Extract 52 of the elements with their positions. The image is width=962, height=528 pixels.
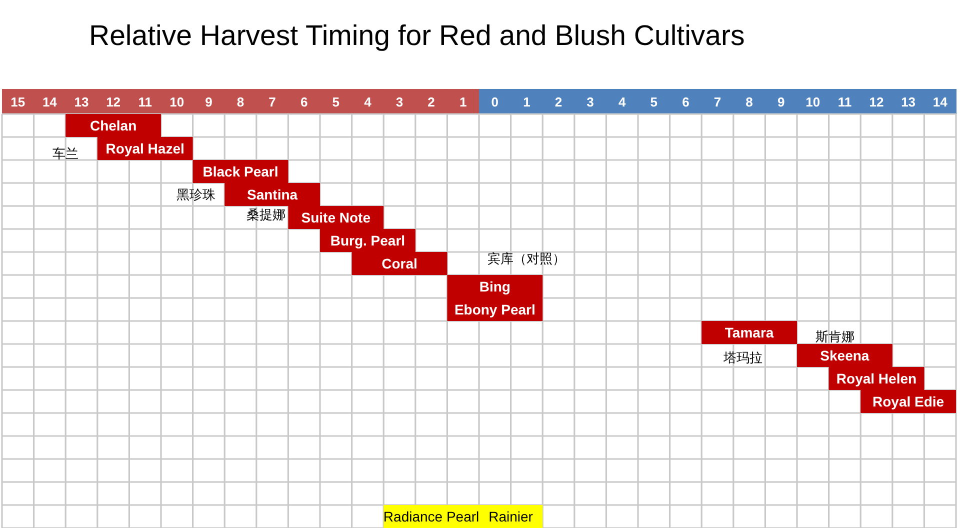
- x-tick-label: 5: [650, 94, 658, 110]
- x-tick-label: 1: [523, 94, 530, 110]
- x-tick-label: 13: [901, 94, 916, 110]
- x-tick-label: 9: [205, 94, 212, 110]
- y-tick-label: Royal Helen: [836, 370, 917, 386]
- x-tick-label: 2: [554, 94, 562, 110]
- x-tick-label: 3: [396, 94, 404, 110]
- x-tick-label: 1: [459, 94, 467, 110]
- x-tick-label: 5: [332, 94, 340, 110]
- x-tick-label: 4: [618, 94, 626, 110]
- y-tick-label: Coral: [382, 256, 418, 272]
- series-label: Radiance Pearl: [383, 508, 480, 524]
- x-tick-label: 6: [682, 94, 690, 110]
- series-label: Rainier: [488, 508, 534, 524]
- x-tick-label: 13: [74, 94, 89, 110]
- x-tick-label: 7: [714, 94, 722, 110]
- annotation: 黑珍珠: [176, 187, 216, 202]
- y-tick-label: Skeena: [820, 348, 870, 364]
- x-tick-label: 12: [869, 94, 884, 110]
- x-tick-label: 2: [428, 94, 435, 110]
- x-tick-label: 8: [746, 94, 753, 110]
- y-tick-label: Royal Hazel: [106, 140, 184, 156]
- y-tick-label: Burg. Pearl: [330, 232, 406, 248]
- y-tick-label: Santina: [247, 186, 298, 202]
- x-tick-label: 15: [10, 94, 26, 110]
- annotation: 斯肯娜: [816, 328, 855, 344]
- x-tick-label: 10: [806, 94, 820, 110]
- y-tick-label: Black Pearl: [202, 164, 278, 180]
- annotation: 塔玛拉: [722, 350, 762, 366]
- x-tick-label: 3: [586, 94, 594, 110]
- x-tick-label: 11: [138, 94, 152, 110]
- x-tick-label: 6: [300, 94, 308, 110]
- title: Relative Harvest Timing for Red and Blush Cultivars: [89, 20, 745, 52]
- y-tick-label: Royal Edie: [872, 394, 944, 410]
- x-tick-label: 11: [838, 94, 852, 110]
- x-tick-label: 14: [932, 94, 948, 110]
- x-tick-label: 0: [491, 94, 499, 110]
- x-tick-label: 8: [236, 94, 244, 110]
- y-tick-label: Suite Note: [301, 210, 371, 226]
- y-tick-label: Bing: [479, 278, 510, 294]
- y-tick-label: Tamara: [724, 324, 774, 340]
- annotation: 宾库（对照）: [488, 250, 566, 266]
- x-tick-label: 12: [106, 94, 121, 110]
- y-tick-label: Chelan: [90, 118, 137, 134]
- x-tick-label: 10: [170, 94, 184, 110]
- annotation: 车兰: [52, 146, 79, 162]
- annotation: 桑提娜: [246, 207, 286, 222]
- y-tick-label: Ebony Pearl: [454, 302, 536, 318]
- x-tick-label: 9: [777, 94, 785, 110]
- x-tick-label: 4: [364, 94, 372, 110]
- x-tick-label: 7: [268, 94, 276, 110]
- x-tick-label: 14: [42, 94, 58, 110]
